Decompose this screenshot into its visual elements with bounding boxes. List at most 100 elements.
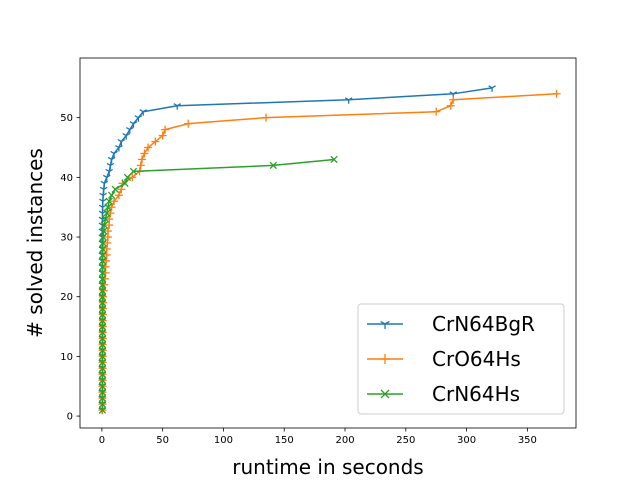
series-layer [98,85,561,415]
data-point [98,257,107,265]
data-point [262,113,270,122]
data-point [98,275,107,283]
data-point [151,137,160,146]
data-point [140,149,149,158]
legend: CrN64BgR CrO64Hs CrN64Hs [357,303,565,415]
data-point [158,131,167,140]
data-point [107,191,116,199]
data-point [136,161,145,170]
x-tick-label: 0 [99,435,105,446]
data-point [99,186,108,194]
data-point [98,364,107,372]
data-point [122,133,130,140]
data-point [139,109,148,116]
data-point [105,168,113,176]
x-tick-label: 300 [457,435,476,446]
data-point [129,121,138,128]
data-point [101,215,110,223]
data-point [161,125,170,134]
y-tick-label: 30 [60,233,73,244]
data-point [117,138,126,146]
data-point [114,191,123,200]
legend-marker [380,320,390,329]
x-tick-label: 200 [335,435,354,446]
data-point [126,127,134,134]
data-point [99,239,107,247]
data-point [106,162,115,170]
data-point [98,358,107,367]
data-point [98,382,107,390]
data-point [99,233,107,241]
legend-marker [380,389,390,399]
data-point [98,263,107,271]
data-point [100,227,108,235]
data-point [98,328,107,337]
x-axis-label: runtime in seconds [232,455,423,479]
data-point [107,156,116,164]
data-point [100,221,108,229]
data-point [269,161,277,170]
data-point [98,322,107,331]
data-point [99,251,107,259]
data-point [98,334,107,343]
data-point [144,143,153,152]
legend-label: CrO64Hs [432,347,521,371]
data-point [104,203,112,211]
data-point [121,179,129,187]
data-point [98,406,107,414]
data-point [103,227,112,236]
series-CrN64Hs [98,155,338,414]
data-point [138,155,146,164]
data-point [330,155,338,164]
data-point [98,287,107,295]
data-point [98,400,107,408]
data-point [552,89,561,98]
data-point [134,115,143,122]
data-point [98,269,107,277]
data-point [110,150,118,158]
data-point [449,95,458,104]
y-tick-label: 40 [60,173,73,184]
data-point [129,167,138,176]
data-point [98,376,107,384]
x-tick-label: 150 [275,435,294,446]
x-axis: 0 50 100 150 200 250 300 350 [99,428,537,446]
data-point [99,198,107,206]
data-point [98,304,107,313]
data-point [432,107,441,116]
data-point [99,245,107,253]
x-tick-label: 250 [396,435,415,446]
y-tick-label: 0 [67,412,73,423]
data-point [98,394,107,402]
data-point [488,85,496,92]
data-point [98,316,107,325]
y-tick-label: 10 [60,352,73,363]
y-tick-label: 20 [60,292,73,303]
data-point [98,388,107,396]
data-point [98,340,107,349]
x-tick-label: 100 [214,435,233,446]
legend-frame [357,303,565,415]
data-point [173,103,182,110]
data-point [102,174,111,182]
data-point [98,293,107,301]
data-point [111,185,119,193]
data-point [98,346,107,355]
y-tick-label: 50 [60,113,73,124]
x-tick-label: 50 [156,435,169,446]
legend-item: CrN64Hs [367,382,520,406]
legend-marker [380,354,390,364]
data-point [103,209,111,217]
data-point [98,281,107,289]
legend-item: CrN64BgR [367,312,535,336]
data-point [184,119,193,128]
data-point [128,173,137,182]
plot-frame [79,57,577,429]
data-point [98,299,107,307]
data-point [98,352,107,361]
data-point [123,173,132,182]
y-axis: 0 10 20 30 40 50 [60,113,80,423]
x-tick-label: 350 [518,435,537,446]
data-point [98,370,107,378]
